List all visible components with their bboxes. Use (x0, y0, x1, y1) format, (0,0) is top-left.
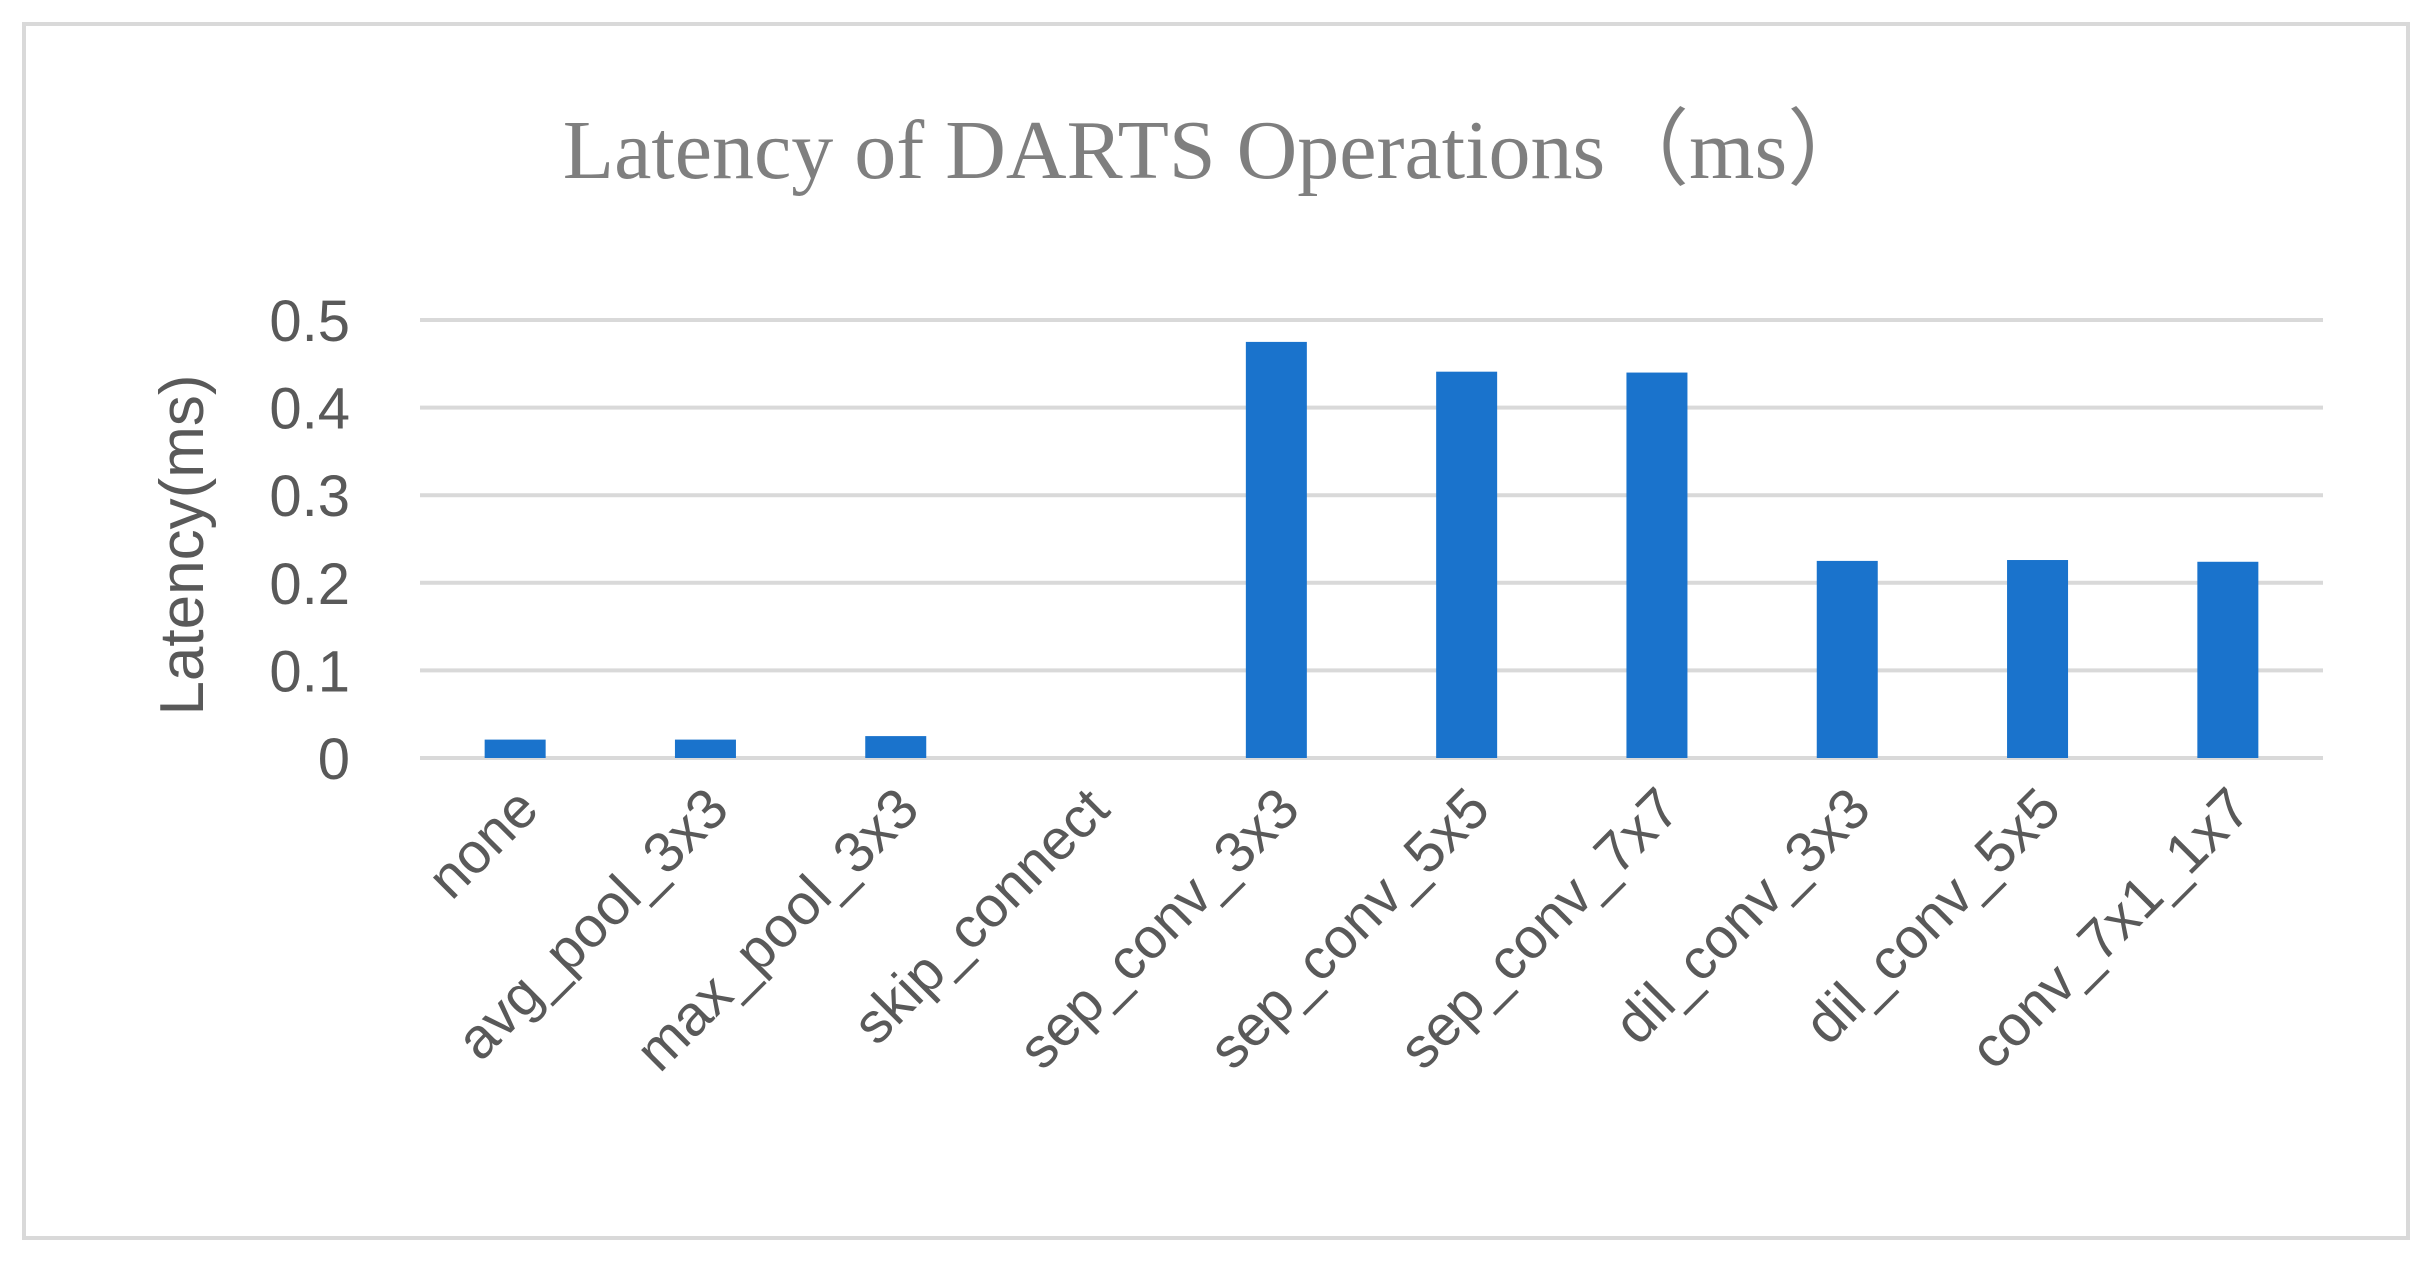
y-tick-label: 0.2 (269, 552, 350, 617)
y-tick-label: 0 (318, 727, 350, 792)
chart-title: Latency of DARTS Operations（ms） (563, 104, 1871, 197)
x-tick-labels: noneavg_pool_3x3max_pool_3x3skip_connect… (415, 776, 2263, 1084)
y-tick-label: 0.1 (269, 639, 350, 704)
bar-dil_conv_3x3 (1816, 560, 1878, 758)
bar-dil_conv_5x5 (2007, 560, 2069, 758)
y-tick-labels: 0 0.1 0.2 0.3 0.4 0.5 (269, 289, 350, 792)
bar-avg_pool_3x3 (674, 739, 736, 758)
y-axis-title: Latency(ms) (148, 374, 217, 715)
y-tick-label: 0.5 (269, 289, 350, 354)
bars (484, 341, 2259, 758)
bar-sep_conv_3x3 (1245, 341, 1307, 758)
bar-none (484, 739, 546, 758)
y-tick-label: 0.3 (269, 464, 350, 529)
bar-conv_7x1_1x7 (2197, 561, 2259, 758)
y-tick-label: 0.4 (269, 377, 350, 442)
x-tick-label: none (415, 776, 550, 911)
bar-max_pool_3x3 (865, 736, 927, 758)
bar-sep_conv_5x5 (1436, 371, 1498, 758)
bar-sep_conv_7x7 (1626, 372, 1688, 758)
grid-lines (420, 318, 2323, 760)
